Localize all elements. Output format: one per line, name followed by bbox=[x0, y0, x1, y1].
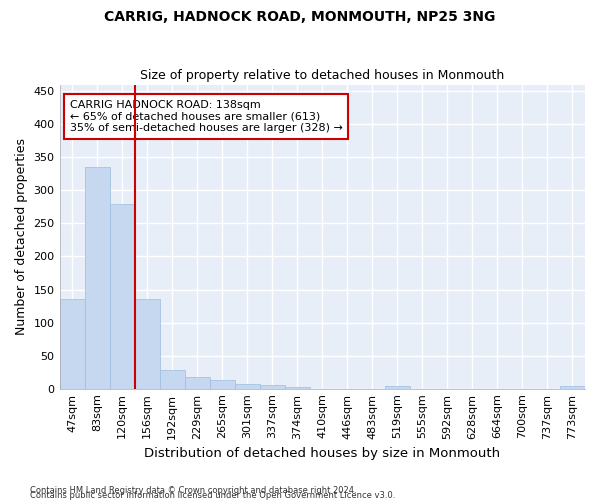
Bar bbox=[85, 167, 110, 388]
Title: Size of property relative to detached houses in Monmouth: Size of property relative to detached ho… bbox=[140, 69, 505, 82]
Bar bbox=[59, 300, 85, 388]
Bar bbox=[260, 386, 285, 388]
Bar bbox=[235, 384, 260, 388]
Bar bbox=[209, 380, 235, 388]
Bar bbox=[385, 386, 410, 388]
Bar bbox=[560, 386, 585, 388]
X-axis label: Distribution of detached houses by size in Monmouth: Distribution of detached houses by size … bbox=[144, 447, 500, 460]
Text: Contains HM Land Registry data © Crown copyright and database right 2024.: Contains HM Land Registry data © Crown c… bbox=[30, 486, 356, 495]
Text: CARRIG HADNOCK ROAD: 138sqm
← 65% of detached houses are smaller (613)
35% of se: CARRIG HADNOCK ROAD: 138sqm ← 65% of det… bbox=[70, 100, 343, 133]
Bar bbox=[160, 370, 185, 388]
Bar bbox=[285, 386, 310, 388]
Y-axis label: Number of detached properties: Number of detached properties bbox=[15, 138, 28, 335]
Text: CARRIG, HADNOCK ROAD, MONMOUTH, NP25 3NG: CARRIG, HADNOCK ROAD, MONMOUTH, NP25 3NG bbox=[104, 10, 496, 24]
Text: Contains public sector information licensed under the Open Government Licence v3: Contains public sector information licen… bbox=[30, 491, 395, 500]
Bar bbox=[110, 204, 134, 388]
Bar bbox=[185, 378, 209, 388]
Bar bbox=[134, 300, 160, 388]
